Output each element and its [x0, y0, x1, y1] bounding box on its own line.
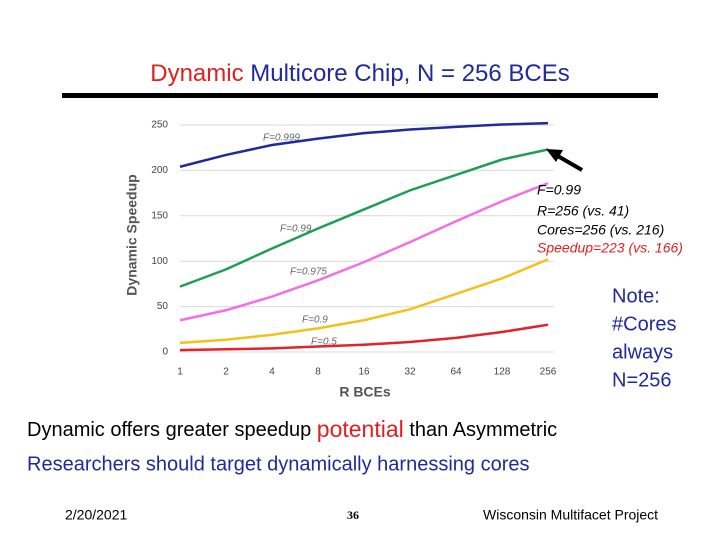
slide-title: Dynamic Multicore Chip, N = 256 BCEs: [150, 60, 570, 87]
series-line: [179, 121, 549, 168]
x-axis-label: R BCEs: [339, 384, 391, 400]
series-line: [179, 258, 549, 345]
x-tick-label: 32: [404, 367, 416, 378]
x-tick-label: 1: [177, 367, 183, 378]
x-tick-label: 8: [315, 367, 321, 378]
series-label: F=0.5: [311, 337, 337, 348]
y-tick-label: 100: [151, 256, 168, 267]
plot: 0 50 100 150 200 250 1 2 4 8 16 32 64 128 256 F=0.999 F=…: [151, 120, 556, 378]
callout-line: Cores=256 (vs. 216): [537, 222, 664, 238]
callout-arrow: [546, 149, 583, 172]
body-line: Researchers should target dynamically ha…: [27, 453, 529, 475]
series-line: [179, 181, 549, 322]
y-tick-label: 0: [162, 347, 168, 358]
y-tick-label: 250: [151, 120, 168, 131]
series-label: F=0.999: [263, 133, 300, 144]
arrow-head: [546, 149, 563, 162]
callout-line: Speedup=223 (vs. 166): [537, 240, 683, 256]
note: Note: #Cores always N=256: [612, 285, 676, 391]
title-rest: Multicore Chip, N = 256 BCEs: [250, 60, 569, 87]
y-tick-label: 150: [151, 210, 168, 221]
body-line: Dynamic offers greater speedup potential…: [27, 416, 557, 442]
callout: F=0.99 R=256 (vs. 41) Cores=256 (vs. 216…: [537, 182, 683, 256]
series-label: F=0.9: [302, 315, 328, 326]
note-line: always: [612, 341, 673, 363]
y-axis-label: Dynamic Speedup: [124, 174, 140, 295]
note-line: Note:: [612, 285, 660, 307]
x-tick-label: 4: [269, 367, 275, 378]
body-text: Dynamic offers greater speedup: [27, 419, 311, 441]
note-line: #Cores: [612, 313, 676, 335]
x-tick-label: 128: [494, 367, 511, 378]
callout-line: R=256 (vs. 41): [537, 203, 629, 219]
callout-line: F=0.99: [537, 182, 581, 198]
y-tick-label: 50: [157, 301, 169, 312]
footer-date: 2/20/2021: [65, 507, 127, 523]
series-label: F=0.975: [290, 267, 327, 278]
body-text: than Asymmetric: [409, 419, 557, 441]
footer-page: 36: [347, 508, 359, 522]
x-tick-label: 256: [540, 367, 557, 378]
x-tick-label: 16: [358, 367, 370, 378]
y-tick-label: 200: [151, 165, 168, 176]
series-line: [179, 148, 549, 288]
x-tick-label: 64: [450, 367, 462, 378]
note-line: N=256: [612, 369, 672, 391]
footer-org: Wisconsin Multifacet Project: [483, 507, 658, 523]
title-rule: [62, 93, 658, 98]
arrow-shaft: [555, 153, 583, 172]
body-highlight: potential: [317, 416, 404, 442]
title-highlight: Dynamic: [150, 60, 243, 87]
x-tick-label: 2: [223, 367, 229, 378]
series-line: [179, 323, 549, 352]
series-label: F=0.99: [280, 224, 312, 235]
